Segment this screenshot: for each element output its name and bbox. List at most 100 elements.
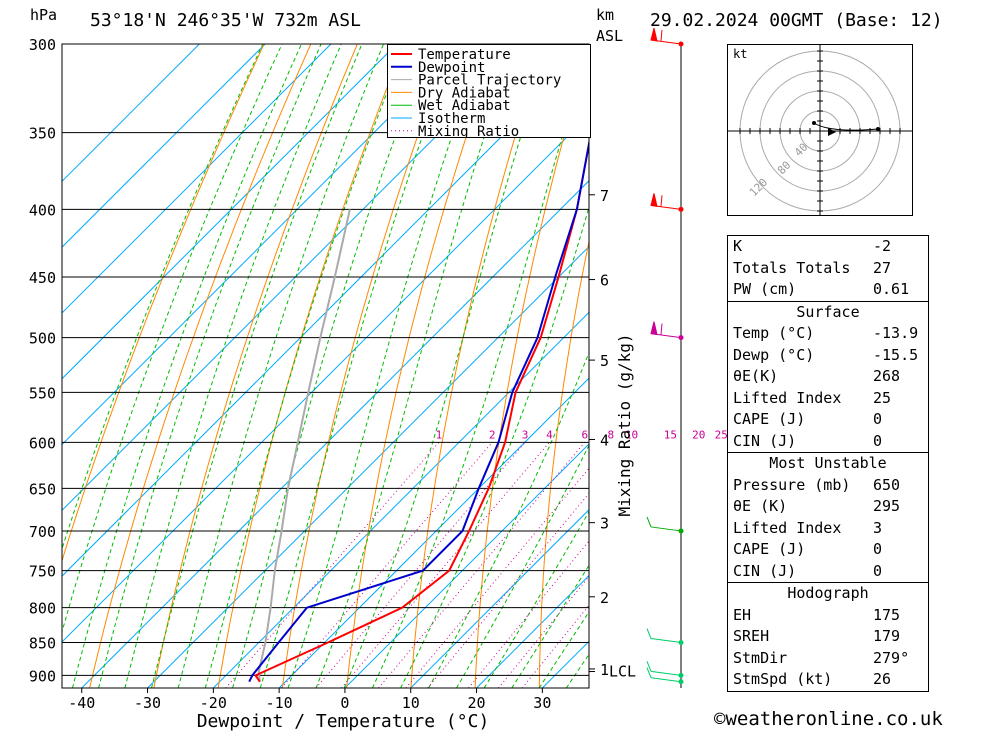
wet-adiabat-line bbox=[204, 44, 407, 688]
mixing-ratio-line bbox=[315, 441, 526, 688]
dry-adiabat-line bbox=[62, 44, 265, 563]
mixing-ratio-line bbox=[341, 441, 550, 688]
site-name: weatheronline.co.uk bbox=[725, 708, 943, 730]
mixing-ratio-line bbox=[281, 441, 493, 688]
wind-barb-flag bbox=[660, 29, 663, 42]
wet-adiabat-line bbox=[511, 564, 589, 688]
wet-adiabat-line bbox=[151, 44, 363, 688]
temperature-line bbox=[254, 138, 589, 683]
km-unit-label: km bbox=[596, 6, 615, 24]
wind-barb-shaft bbox=[650, 526, 682, 532]
km-tick-label: 4 bbox=[600, 431, 609, 449]
pressure-tick-label: 300 bbox=[29, 36, 56, 54]
pressure-tick-label: 850 bbox=[29, 635, 56, 653]
isotherm-line bbox=[62, 114, 589, 643]
surface-dewp: Dewp (°C) -15.5 bbox=[733, 345, 919, 364]
mixing-ratio-label: 8 bbox=[607, 428, 614, 441]
wind-barb-shaft bbox=[650, 677, 682, 683]
legend-entry: Isotherm bbox=[418, 111, 485, 127]
copyright-icon: © bbox=[714, 708, 726, 730]
legend-entry: Parcel Trajectory bbox=[418, 73, 561, 89]
wet-adiabat-line bbox=[343, 44, 551, 688]
isotherm-line bbox=[62, 44, 529, 512]
hodograph-ring-label: 80 bbox=[775, 159, 794, 178]
mixing-ratio-line bbox=[225, 441, 440, 688]
wet-adiabat-line bbox=[124, 44, 342, 688]
wet-adiabat-line bbox=[287, 44, 485, 688]
wind-profile bbox=[646, 27, 684, 688]
surface-section-title: Surface bbox=[728, 300, 928, 324]
legend-entry: Temperature bbox=[418, 47, 511, 63]
legend-entry: Dry Adiabat bbox=[418, 85, 511, 101]
isotherm-line bbox=[147, 245, 589, 688]
pressure-tick-label: 700 bbox=[29, 523, 56, 541]
legend-entry: Mixing Ratio bbox=[418, 124, 519, 137]
wet-adiabat-line bbox=[62, 44, 283, 634]
mixing-ratio-label: 25 bbox=[715, 428, 728, 441]
wet-adiabat-line bbox=[315, 44, 516, 688]
km-tick-label: 7 bbox=[600, 187, 609, 205]
mixing-ratio-label: 2 bbox=[489, 428, 496, 441]
mu-theta-e: θE (K) 295 bbox=[733, 497, 901, 515]
wet-adiabat-line bbox=[232, 44, 431, 688]
temperature-tick-label: -40 bbox=[68, 694, 95, 712]
mixing-ratio-line bbox=[405, 467, 589, 688]
hodograph-point bbox=[876, 127, 880, 131]
wind-barb-flag bbox=[646, 667, 652, 678]
temperature-tick-label: 10 bbox=[402, 694, 420, 712]
temperature-tick-label: -10 bbox=[266, 694, 293, 712]
dry-adiabat-line bbox=[474, 47, 589, 688]
index-k: K -2 bbox=[733, 237, 892, 255]
km-tick-label: 5 bbox=[600, 352, 609, 370]
mixing-ratio-label: 3 bbox=[522, 428, 529, 441]
dry-adiabat-line bbox=[89, 44, 312, 688]
mixing-ratio-line bbox=[521, 604, 589, 688]
sounding-datetime: 29.02.2024 00GMT (Base: 12) bbox=[650, 10, 943, 31]
x-axis-label: Dewpoint / Temperature (°C) bbox=[197, 711, 490, 732]
isotherm-line bbox=[212, 311, 589, 688]
wet-adiabat-line bbox=[98, 44, 322, 688]
wind-barb-flag bbox=[646, 516, 652, 528]
mixing-ratio-label: 20 bbox=[692, 428, 705, 441]
wet-adiabat-line bbox=[259, 44, 457, 688]
dry-adiabat-line bbox=[538, 239, 589, 688]
indices-panel bbox=[727, 233, 927, 703]
isotherm-line bbox=[62, 44, 463, 446]
mu-cape: CAPE (J) 0 bbox=[733, 540, 883, 558]
mixing-ratio-label: 6 bbox=[581, 428, 588, 441]
wet-adiabat-line bbox=[177, 44, 384, 688]
temperature-tick-label: -30 bbox=[134, 694, 161, 712]
wind-barb-flag bbox=[660, 195, 663, 207]
mu-pressure: Pressure (mb) 650 bbox=[733, 475, 901, 494]
site-credit[interactable]: ©weatheronline.co.uk bbox=[714, 708, 943, 730]
isobar-lines bbox=[62, 43, 589, 676]
mixing-ratio-line bbox=[427, 492, 589, 688]
dewpoint-line bbox=[248, 138, 589, 683]
surface-temp: Temp (°C) -13.9 bbox=[733, 324, 919, 342]
chart-legend: Temperature Dewpoint Parcel Trajectory Dry … bbox=[387, 44, 591, 138]
mixing-ratio-line bbox=[468, 540, 589, 688]
pressure-tick-label: 650 bbox=[29, 480, 56, 498]
mixing-ratio-labels: 1 2 3 4 6 8 10 15 20 25 bbox=[436, 428, 728, 441]
index-totals-totals: Totals Totals 27 bbox=[733, 258, 892, 277]
dry-adiabat-line bbox=[281, 44, 452, 688]
isotherm-line bbox=[81, 180, 589, 688]
legend-entry: Wet Adiabat bbox=[418, 98, 511, 114]
km-tick-label: 3 bbox=[600, 515, 609, 533]
isotherm-line bbox=[476, 574, 589, 688]
sounding-profiles bbox=[248, 138, 589, 683]
index-pw: PW (cm) 0.61 bbox=[733, 280, 910, 298]
pressure-tick-label: 750 bbox=[29, 563, 56, 581]
hodo-sreh: SREH 179 bbox=[733, 627, 901, 645]
wind-barb-pennant bbox=[650, 193, 658, 207]
pressure-tick-label: 800 bbox=[29, 600, 56, 618]
hodo-stmspd: StmSpd (kt) 26 bbox=[733, 670, 892, 688]
wind-barb-shaft bbox=[650, 638, 682, 644]
plot-frame bbox=[61, 43, 590, 689]
hodograph-unit: kt bbox=[733, 47, 747, 61]
temperature-tick-label: 30 bbox=[533, 694, 551, 712]
isotherm-line bbox=[62, 44, 332, 314]
hodo-stmdir: StmDir 279° bbox=[733, 648, 910, 667]
pressure-tick-label: 600 bbox=[29, 434, 56, 452]
